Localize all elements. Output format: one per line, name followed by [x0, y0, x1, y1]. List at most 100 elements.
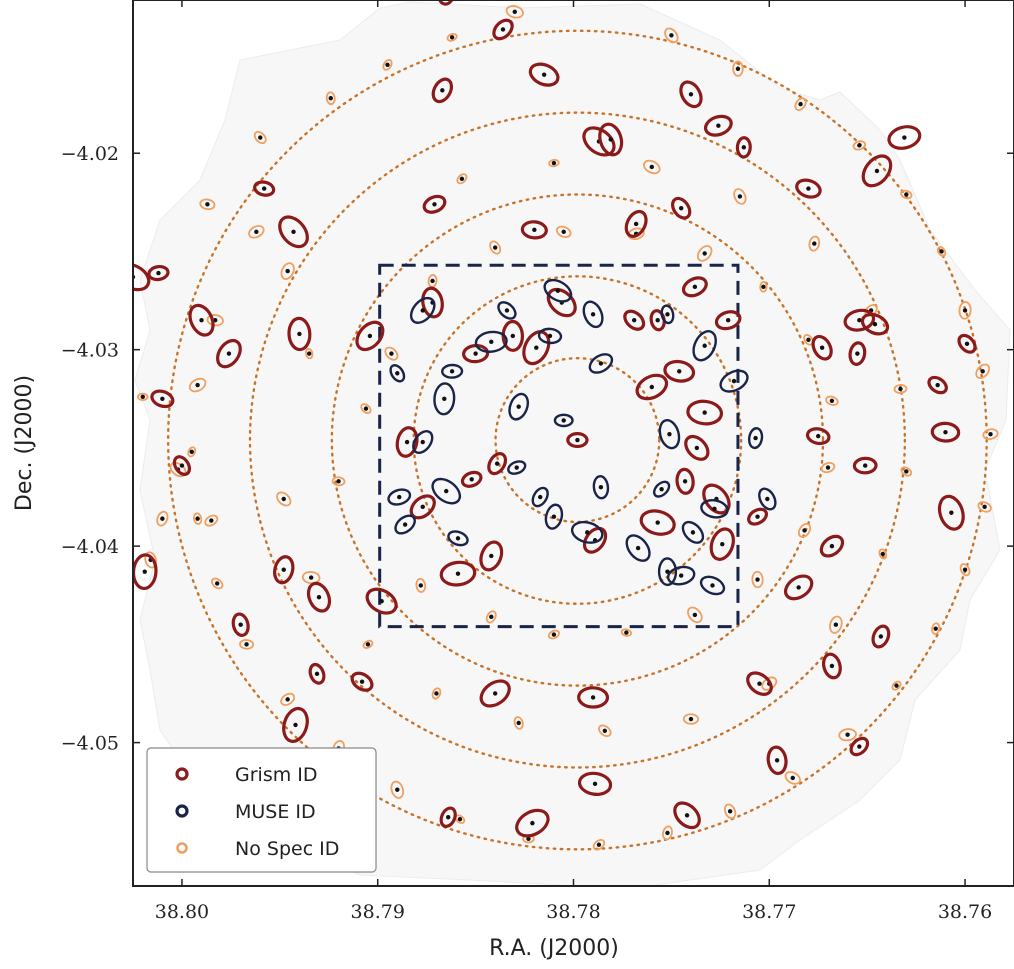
source-marker [188, 303, 215, 337]
source-core [688, 92, 694, 97]
source-core [659, 486, 664, 492]
source-marker [239, 639, 255, 650]
source-core [420, 308, 425, 313]
source-marker [570, 520, 604, 544]
source-marker [893, 384, 908, 394]
source-marker [808, 235, 821, 252]
source-core [430, 278, 435, 284]
radial-ring [166, 29, 988, 851]
source-marker [422, 194, 447, 214]
source-marker [658, 418, 681, 450]
source-marker [849, 736, 870, 757]
source-core [737, 194, 743, 199]
source-core [555, 288, 561, 293]
source-core [575, 437, 580, 443]
source-marker [479, 540, 504, 572]
source-marker [719, 369, 749, 393]
source-marker [305, 347, 314, 360]
legend-label-grism: Grism ID [235, 764, 318, 786]
source-marker [723, 803, 737, 820]
source-marker [137, 392, 149, 401]
source-marker [446, 32, 458, 42]
source-core [894, 683, 899, 688]
source-marker [577, 686, 610, 709]
source-core [156, 270, 161, 276]
source-marker [692, 330, 717, 362]
source-marker [331, 476, 346, 487]
source-marker [958, 301, 972, 320]
x-axis-title: R.A. (J2000) [489, 936, 619, 961]
source-marker [384, 346, 399, 361]
radial-ring [412, 275, 743, 605]
source-marker [390, 780, 405, 799]
source-marker [891, 680, 902, 691]
source-core [336, 479, 341, 484]
source-core [939, 249, 944, 254]
source-core [962, 308, 968, 313]
source-marker [662, 825, 673, 841]
source-core [741, 145, 747, 150]
source-core [397, 494, 402, 500]
source-core [449, 369, 455, 374]
source-marker [643, 159, 661, 175]
source-marker [436, 0, 456, 6]
source-marker [456, 173, 468, 185]
source-core [504, 308, 510, 313]
source-marker [492, 18, 514, 41]
source-marker [543, 278, 573, 303]
source-core [596, 842, 602, 847]
source-marker [192, 512, 203, 525]
source-core [655, 318, 660, 323]
source-core [444, 488, 449, 494]
source-marker [144, 551, 157, 569]
source-marker [547, 629, 560, 640]
source-marker [657, 557, 678, 587]
source-marker [282, 706, 309, 743]
source-core [825, 465, 831, 470]
source-marker [797, 522, 812, 538]
source-marker [829, 615, 843, 634]
source-core [964, 341, 970, 346]
source-marker [431, 687, 442, 700]
source-core [735, 66, 741, 71]
source-marker [682, 713, 700, 725]
source-marker [365, 587, 398, 615]
source-marker [439, 560, 477, 587]
source-core [935, 382, 940, 388]
source-core [774, 758, 780, 763]
source-marker [592, 475, 610, 500]
source-core [473, 351, 478, 356]
source-core [457, 817, 463, 822]
source-marker [520, 220, 548, 240]
y-tick-label: −4.02 [61, 143, 119, 165]
source-marker [387, 488, 412, 506]
source-marker [900, 466, 913, 477]
source-core [420, 439, 425, 445]
source-core [307, 351, 312, 356]
source-core [418, 583, 423, 588]
source-core [855, 351, 860, 356]
x-tick-label: 38.80 [155, 901, 209, 923]
source-core [727, 809, 733, 814]
source-marker [489, 240, 502, 255]
source-marker [696, 245, 713, 262]
source-marker [598, 724, 612, 738]
source-core [281, 567, 286, 572]
source-core [669, 33, 674, 38]
source-marker [887, 125, 922, 150]
source-core [494, 461, 500, 466]
source-core [702, 343, 707, 348]
source-core [532, 227, 537, 233]
source-marker [620, 628, 632, 637]
source-core [434, 691, 439, 696]
source-marker [664, 27, 679, 44]
source-marker [625, 534, 651, 562]
source-marker [415, 577, 427, 593]
source-marker [703, 114, 733, 137]
source-core [440, 88, 445, 93]
source-marker [566, 432, 589, 449]
source-marker [878, 548, 888, 560]
radial-rings [166, 29, 988, 851]
source-marker [598, 122, 624, 157]
source-core [189, 449, 194, 455]
